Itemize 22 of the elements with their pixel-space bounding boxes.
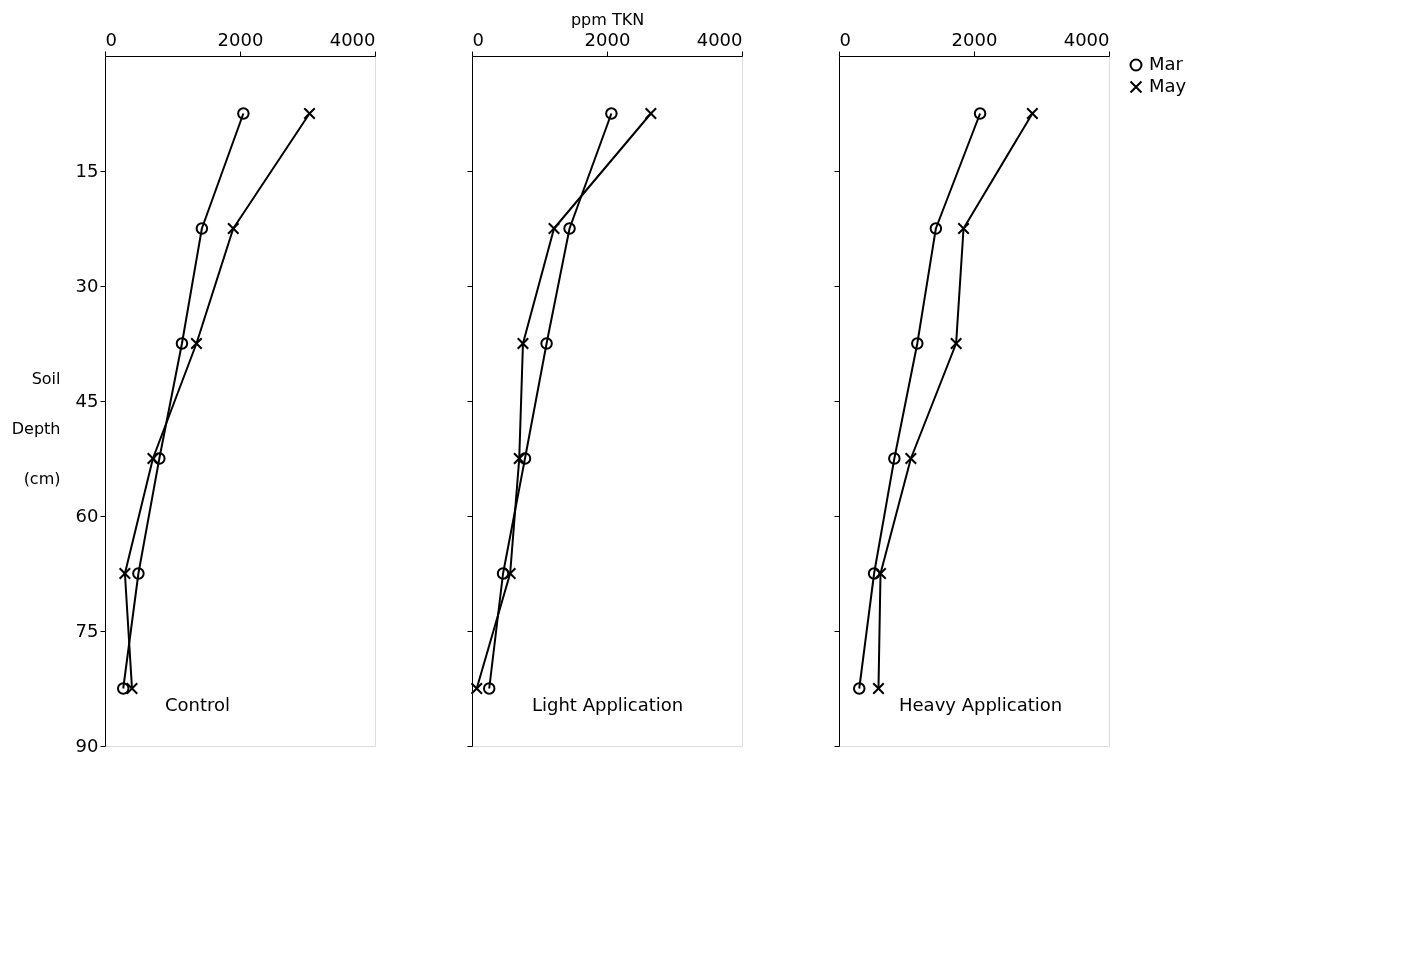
- x-tick-label: 2000: [951, 28, 998, 50]
- x-tick-label: 4000: [696, 28, 743, 50]
- annotation: Heavy Application: [899, 694, 1063, 715]
- annotation: Control: [165, 694, 231, 715]
- y-tick-label: 60: [75, 504, 99, 526]
- x-tick-label: 4000: [1063, 28, 1110, 50]
- legend-label: May: [1149, 75, 1187, 96]
- y-tick-label: 90: [75, 734, 99, 756]
- y-tick-label: 15: [75, 159, 99, 181]
- x-axis-title: ppm TKN: [570, 9, 645, 29]
- x-tick-label: 0: [839, 28, 851, 50]
- x-tick-label: 2000: [217, 28, 264, 50]
- y-tick-label: 75: [75, 619, 99, 641]
- text: Soil Depth (cm): [11, 368, 61, 488]
- x-tick-label: 4000: [329, 28, 376, 50]
- y-tick-label: 30: [75, 274, 99, 296]
- x-tick-label: 2000: [584, 28, 631, 50]
- x-tick-label: 0: [105, 28, 117, 50]
- legend-label: Mar: [1149, 53, 1184, 74]
- x-tick-label: 0: [472, 28, 484, 50]
- y-tick-label: 45: [75, 389, 99, 411]
- annotation: Light Application: [532, 694, 684, 715]
